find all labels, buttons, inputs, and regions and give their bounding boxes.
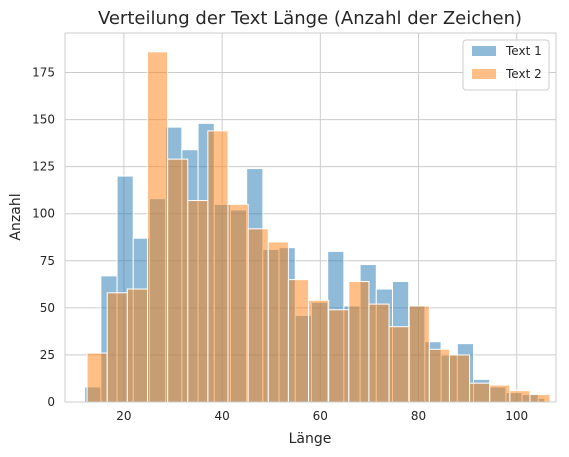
histogram-bar <box>428 348 450 403</box>
histogram-bar <box>368 303 390 403</box>
histogram-bar <box>348 281 370 403</box>
plot-frame <box>64 32 557 403</box>
y-tick-label: 25 <box>40 348 55 362</box>
x-tick-label: 80 <box>411 409 426 423</box>
x-tick-label: 100 <box>505 409 528 423</box>
histogram-bar <box>509 390 531 403</box>
y-tick-label: 50 <box>40 301 55 315</box>
legend-swatch-text-1 <box>472 46 496 56</box>
y-axis-label: Anzahl <box>8 193 24 240</box>
histogram-bar <box>86 352 108 403</box>
y-tick-label: 175 <box>32 66 55 80</box>
histogram-bar <box>227 203 249 403</box>
histogram-bar <box>267 241 289 403</box>
histogram-bar <box>448 354 471 403</box>
histogram-bar <box>247 228 269 403</box>
chart-title: Verteilung der Text Länge (Anzahl der Ze… <box>98 8 522 29</box>
histogram-bar <box>408 305 430 403</box>
histogram-bar <box>469 382 491 403</box>
x-tick-label: 40 <box>214 409 229 423</box>
histogram-bar <box>287 279 310 403</box>
x-tick-label: 20 <box>116 409 131 423</box>
histogram-bar <box>489 384 511 403</box>
histogram-bar <box>328 309 350 403</box>
x-tick-labels: 20 40 60 80 100 <box>116 409 528 423</box>
x-axis-label: Länge <box>289 431 332 447</box>
y-tick-label: 100 <box>32 207 55 221</box>
histogram-bar <box>388 326 410 403</box>
histogram-bar <box>126 288 148 403</box>
histogram-bar <box>106 292 128 403</box>
y-tick-labels: 0 25 50 75 100 125 150 175 <box>32 66 55 409</box>
legend-label-text-2: Text 2 <box>505 67 542 81</box>
y-tick-label: 0 <box>47 395 55 409</box>
y-tick-label: 150 <box>32 113 55 127</box>
histogram-bar <box>167 158 189 403</box>
histogram-bar <box>187 200 209 403</box>
legend: Text 1 Text 2 <box>462 39 550 91</box>
legend-label-text-1: Text 1 <box>505 44 542 58</box>
histogram-bar <box>529 393 551 403</box>
histogram-bar <box>207 130 229 403</box>
histogram-bar <box>146 51 169 403</box>
y-tick-label: 125 <box>32 160 55 174</box>
histogram-bar <box>308 299 330 403</box>
y-tick-label: 75 <box>40 254 55 268</box>
x-tick-label: 60 <box>313 409 328 423</box>
legend-swatch-text-2 <box>472 69 496 79</box>
